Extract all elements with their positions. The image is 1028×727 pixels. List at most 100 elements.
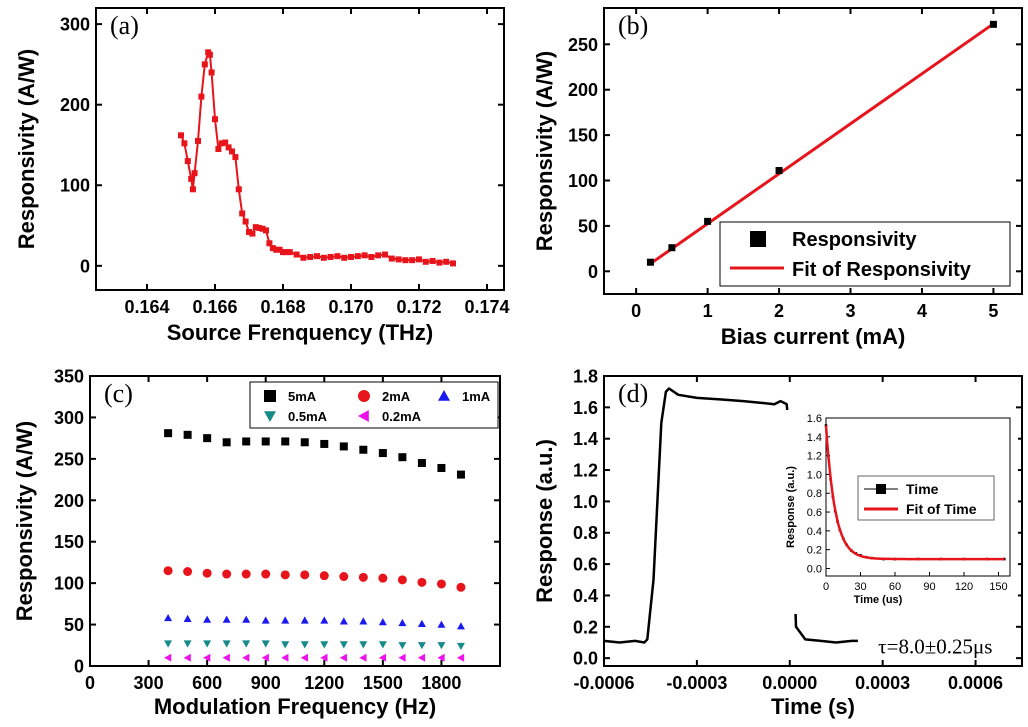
inset-y-tick-label: 0.4 (807, 526, 822, 538)
data-point (222, 640, 231, 648)
x-tick-label: 0.172 (396, 297, 441, 317)
data-point (286, 249, 293, 256)
data-point (256, 224, 263, 231)
data-point (300, 616, 309, 624)
inset-x-tick-label: 60 (889, 581, 901, 593)
data-point (361, 252, 368, 259)
data-point (276, 246, 283, 253)
data-point (456, 582, 466, 592)
x-tick-label: 600 (192, 673, 222, 693)
y-tick-label: 0 (588, 262, 598, 282)
plot-frame (95, 7, 505, 291)
y-tick-label: 50 (64, 615, 84, 635)
data-point (378, 641, 387, 649)
x-axis-label: Bias current (mA) (721, 324, 906, 349)
data-point (242, 218, 249, 225)
y-tick-label: 0.4 (573, 586, 598, 606)
data-point (359, 445, 368, 454)
legend-label: 2mA (382, 389, 411, 404)
legend-marker (750, 231, 766, 247)
legend-label: 1mA (462, 389, 491, 404)
y-tick-label: 100 (54, 574, 84, 594)
y-tick-label: 250 (54, 449, 84, 469)
data-point (252, 224, 259, 231)
plot-frame (89, 375, 501, 667)
data-point (164, 653, 172, 662)
legend-label: Responsivity (792, 229, 917, 251)
data-point (164, 640, 173, 648)
series-line (603, 387, 858, 644)
data-point (395, 256, 402, 263)
panel-label: (b) (618, 11, 648, 40)
data-point (402, 257, 409, 264)
inset-x-tick-label: 90 (923, 581, 935, 593)
data-point (222, 438, 231, 447)
data-point (646, 258, 654, 266)
x-tick-label: 1200 (304, 673, 344, 693)
annotation: τ=8.0±0.25μs (878, 634, 992, 658)
data-point (242, 653, 250, 662)
x-tick-label: 4 (917, 301, 927, 321)
x-tick-label: 0.168 (260, 297, 305, 317)
data-point (300, 653, 308, 662)
data-point (189, 186, 196, 193)
inset-y-tick-label: 0.8 (807, 488, 822, 500)
data-point (281, 653, 289, 662)
y-tick-label: 0.6 (573, 555, 598, 575)
x-tick-label: 0.174 (464, 297, 509, 317)
data-point (436, 259, 443, 266)
data-point (225, 144, 232, 151)
data-point (191, 170, 198, 177)
y-tick-label: 200 (568, 80, 598, 100)
data-point (668, 244, 676, 252)
data-point (281, 616, 290, 624)
y-axis-label: Response (a.u.) (532, 439, 557, 603)
inset-x-tick-label: 0 (823, 581, 829, 593)
inset-x-tick-label: 30 (854, 581, 866, 593)
data-point (293, 251, 300, 258)
inset-legend-label: Time (906, 481, 939, 497)
inset-x-tick-label: 120 (955, 581, 973, 593)
data-point (378, 573, 388, 583)
y-tick-label: 200 (54, 491, 84, 511)
data-point (249, 230, 256, 237)
y-tick-label: 250 (568, 35, 598, 55)
data-point (437, 653, 445, 662)
data-point (283, 249, 290, 256)
data-point (281, 437, 290, 446)
data-point (320, 616, 329, 624)
data-point (261, 640, 270, 648)
data-point (339, 442, 348, 451)
y-tick-label: 0 (74, 656, 84, 676)
data-point (269, 245, 276, 252)
y-tick-label: 300 (60, 15, 90, 35)
legend-box (719, 221, 1011, 287)
data-point (242, 615, 251, 623)
y-tick-label: 100 (60, 176, 90, 196)
data-point (368, 253, 375, 260)
data-point (261, 437, 270, 446)
x-tick-label: 1800 (421, 673, 461, 693)
data-point (327, 253, 334, 260)
data-point (375, 252, 382, 259)
data-point (259, 225, 266, 232)
x-tick-label: 300 (134, 673, 164, 693)
inset-frame (825, 417, 1011, 577)
data-point (222, 569, 232, 579)
data-point (320, 439, 329, 448)
data-point (261, 616, 270, 624)
data-point (222, 139, 229, 146)
data-point (280, 249, 286, 256)
x-tick-label: 0.164 (124, 297, 169, 317)
y-tick-label: 0.0 (573, 649, 598, 669)
data-point (456, 622, 465, 630)
data-point (163, 566, 173, 576)
x-tick-label: 0.0000 (762, 673, 817, 693)
y-tick-label: 0.8 (573, 523, 598, 543)
data-point (437, 642, 446, 650)
panel-label: (d) (618, 379, 648, 408)
data-point (359, 641, 368, 649)
inset-fit-line (824, 425, 1005, 561)
data-point (388, 255, 395, 262)
data-point (417, 653, 426, 662)
